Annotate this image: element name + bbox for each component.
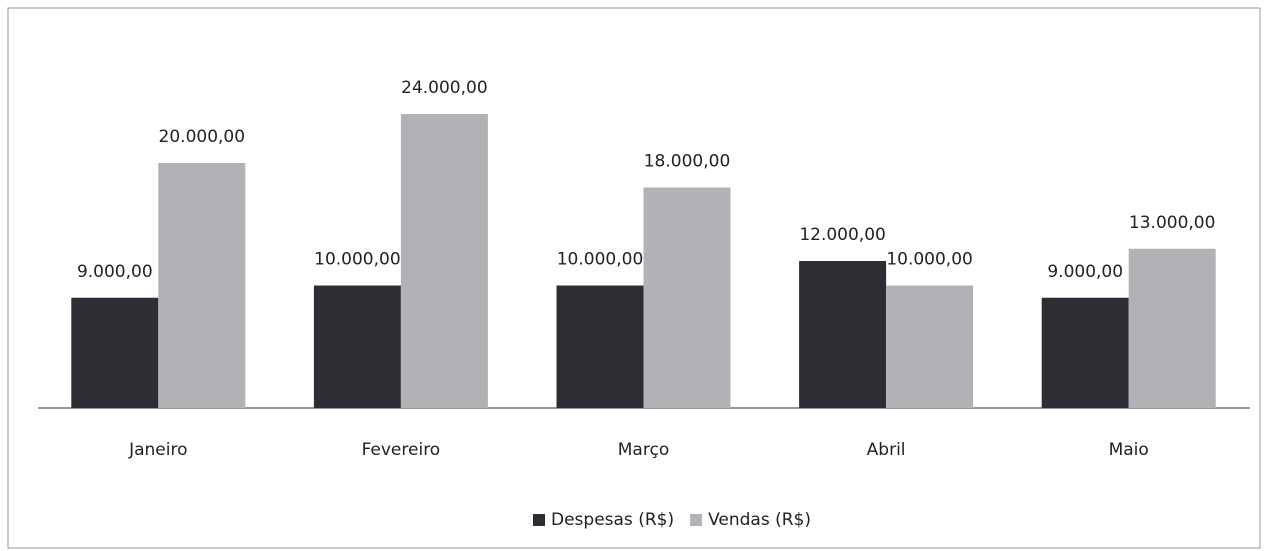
data-label: 10.000,00 (886, 250, 973, 270)
x-tick-label: Março (618, 440, 669, 460)
data-label: 13.000,00 (1129, 213, 1216, 233)
data-label: 18.000,00 (644, 152, 731, 172)
bar (1128, 248, 1216, 408)
x-tick-label: Fevereiro (362, 440, 441, 460)
legend-swatch (690, 514, 703, 526)
data-label: 10.000,00 (314, 250, 401, 270)
x-tick-label: Abril (867, 440, 906, 460)
legend-label: Despesas (R$) (551, 510, 674, 530)
data-label: 12.000,00 (799, 225, 886, 245)
bar (1041, 297, 1129, 408)
bar (886, 285, 974, 408)
x-tick-label: Maio (1109, 440, 1149, 460)
data-label: 20.000,00 (159, 127, 246, 147)
bar (71, 297, 159, 408)
bar (643, 187, 731, 408)
bar (158, 163, 246, 408)
data-label: 24.000,00 (401, 78, 488, 98)
legend-label: Vendas (R$) (708, 510, 811, 530)
bar (556, 285, 644, 408)
bar (313, 285, 401, 408)
bar (400, 114, 488, 408)
data-label: 10.000,00 (557, 250, 644, 270)
bar (799, 261, 887, 408)
data-label: 9.000,00 (1047, 262, 1123, 282)
legend-swatch (533, 514, 545, 526)
x-tick-label: Janeiro (128, 440, 187, 460)
data-label: 9.000,00 (77, 262, 153, 282)
